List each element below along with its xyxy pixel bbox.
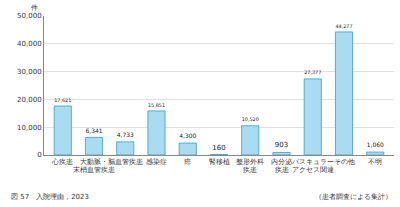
svg-text:（患者調査による集計）: （患者調査による集計） xyxy=(315,193,392,201)
svg-text:4,300: 4,300 xyxy=(179,132,196,139)
svg-text:20,000: 20,000 xyxy=(17,96,42,104)
svg-text:脳血管疾患: 脳血管疾患 xyxy=(108,158,143,166)
svg-text:30,000: 30,000 xyxy=(17,68,42,76)
svg-text:10,000: 10,000 xyxy=(17,124,42,132)
svg-text:44,277: 44,277 xyxy=(335,23,352,29)
svg-text:40,000: 40,000 xyxy=(17,40,42,48)
svg-text:感染症: 感染症 xyxy=(146,158,167,166)
svg-text:内分泌疾患: 内分泌疾患 xyxy=(271,158,292,174)
svg-text:大動脈・末梢血管疾患: 大動脈・末梢血管疾患 xyxy=(73,158,115,174)
svg-text:心疾患: 心疾患 xyxy=(51,158,73,166)
svg-text:腎移植: 腎移植 xyxy=(209,158,230,166)
svg-text:160: 160 xyxy=(212,144,225,152)
svg-text:10,520: 10,520 xyxy=(242,116,259,122)
svg-text:不明: 不明 xyxy=(368,158,382,166)
svg-text:4,733: 4,733 xyxy=(117,131,134,138)
svg-text:6,341: 6,341 xyxy=(85,127,102,134)
svg-text:1,060: 1,060 xyxy=(367,141,384,148)
svg-text:その他: その他 xyxy=(334,158,355,166)
svg-text:バスキュラーアクセス関連: バスキュラーアクセス関連 xyxy=(291,158,334,174)
svg-text:0: 0 xyxy=(37,151,41,159)
svg-text:癌: 癌 xyxy=(184,158,191,166)
svg-text:件: 件 xyxy=(31,4,38,12)
svg-text:整形外科疾患: 整形外科疾患 xyxy=(236,158,264,174)
svg-text:図 57 入院理由，2023: 図 57 入院理由，2023 xyxy=(11,193,89,201)
svg-text:15,851: 15,851 xyxy=(148,102,165,108)
svg-text:903: 903 xyxy=(275,141,288,149)
svg-text:27,377: 27,377 xyxy=(304,69,321,75)
svg-text:50,000: 50,000 xyxy=(17,12,42,20)
svg-text:17,621: 17,621 xyxy=(54,97,71,103)
